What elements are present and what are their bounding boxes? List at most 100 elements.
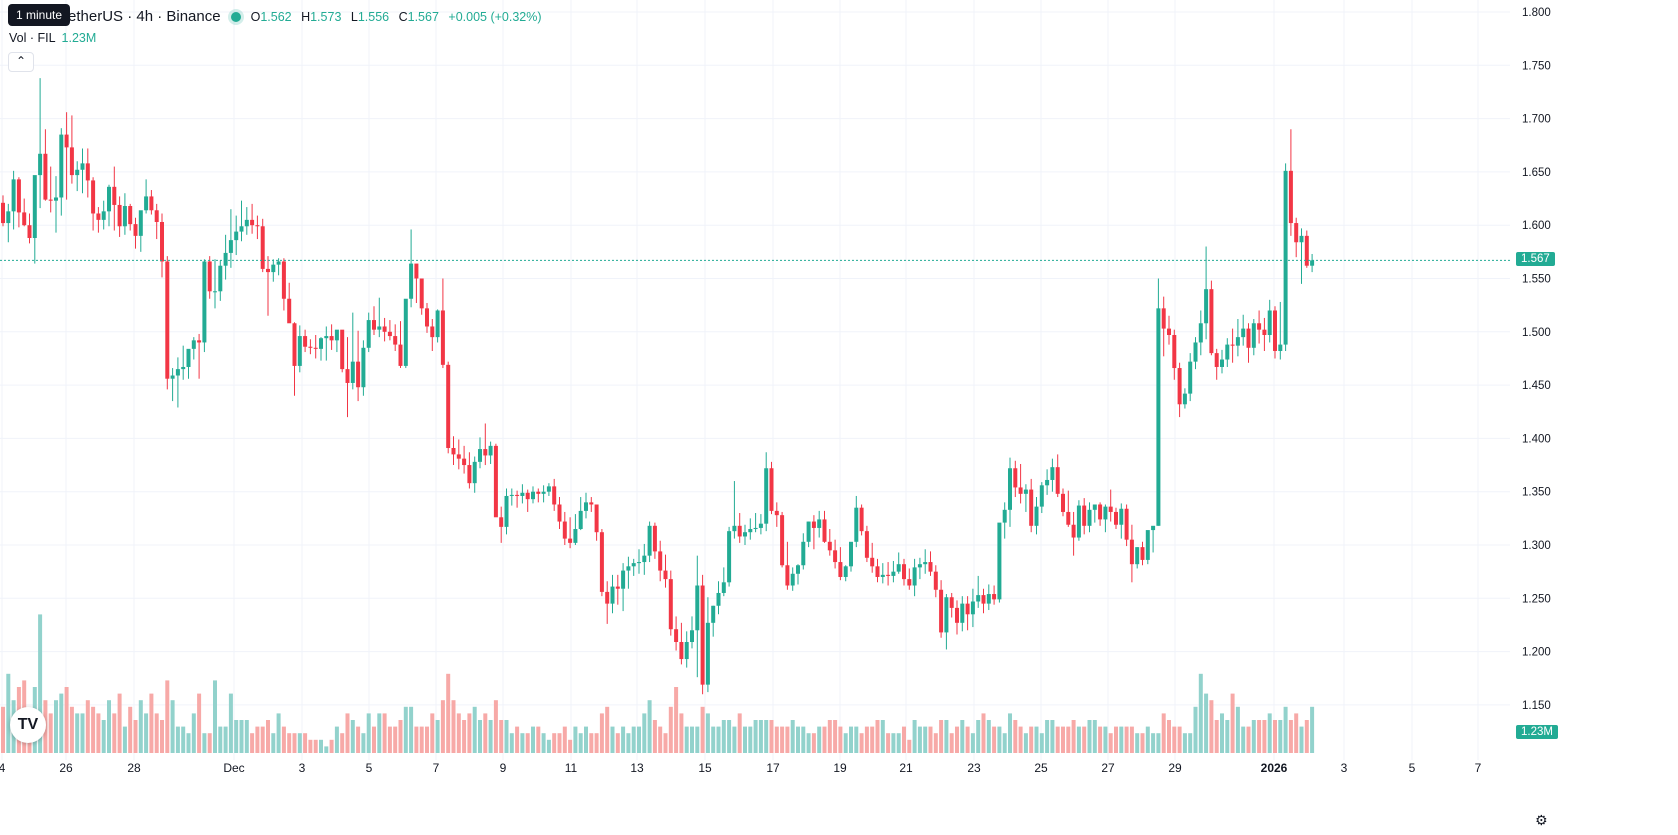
candle-body xyxy=(801,541,806,566)
candle-body xyxy=(780,515,785,566)
candle-body xyxy=(923,562,928,565)
volume-bar xyxy=(1092,720,1097,753)
candle-body xyxy=(737,525,742,537)
candle-body xyxy=(944,597,949,633)
volume-bar xyxy=(774,726,779,753)
candle-body xyxy=(54,197,58,201)
candle-body xyxy=(859,507,864,532)
volume-bar xyxy=(228,693,233,753)
candle-body xyxy=(1050,467,1055,480)
gear-icon[interactable]: ⚙ xyxy=(1535,812,1548,828)
volume-bar xyxy=(499,720,504,753)
collapse-legend-button[interactable]: ⌃ xyxy=(8,52,34,72)
open-value: 1.562 xyxy=(260,9,292,24)
candle-body xyxy=(933,571,938,590)
candle-body xyxy=(843,566,848,577)
candle-body xyxy=(875,566,880,577)
candle-body xyxy=(1039,485,1044,507)
volume-bar xyxy=(191,713,196,753)
volume-bar xyxy=(896,733,901,753)
volume-bar xyxy=(737,713,742,753)
candle-body xyxy=(642,555,647,563)
candle-body xyxy=(1262,329,1267,335)
candle-body xyxy=(313,347,318,349)
candle-body xyxy=(478,449,482,462)
candle-body xyxy=(266,268,270,273)
volume-bar xyxy=(584,726,588,753)
volume-bar xyxy=(276,713,281,753)
candle-body xyxy=(32,175,37,238)
candle-body xyxy=(584,502,588,511)
volume-bar xyxy=(419,726,424,753)
candle-body xyxy=(552,486,557,505)
candle-body xyxy=(80,163,85,170)
candle-body xyxy=(1214,353,1219,367)
volume-bar xyxy=(981,713,986,753)
candle-body xyxy=(594,504,599,533)
volume-bar xyxy=(223,726,228,753)
candle-body xyxy=(398,344,403,366)
candle-body xyxy=(393,336,398,345)
price-tick-label: 1.600 xyxy=(1522,220,1551,232)
candle-body xyxy=(361,347,366,388)
candle-body xyxy=(11,179,16,212)
volume-bar xyxy=(504,720,509,753)
candle-body xyxy=(345,369,350,383)
candle-body xyxy=(1235,337,1240,346)
volume-bar xyxy=(1,706,5,753)
candle-body xyxy=(1209,289,1214,354)
volume-bar xyxy=(372,726,376,753)
volume-bar xyxy=(170,700,175,753)
volume-bar xyxy=(59,693,64,753)
candle-body xyxy=(727,531,732,583)
candle-body xyxy=(1167,328,1171,335)
volume-bar xyxy=(1188,733,1193,753)
candle-body xyxy=(366,320,371,348)
candle-body xyxy=(38,153,43,176)
volume-bars xyxy=(1,614,1315,753)
candle-body xyxy=(1140,547,1145,560)
ohlc-values: O1.562 H1.573 L1.556 C1.567 +0.005 (+0.3… xyxy=(251,10,548,24)
volume-bar xyxy=(875,720,880,753)
candle-body xyxy=(626,566,631,571)
volume-bar xyxy=(838,726,843,753)
tradingview-logo[interactable]: TV xyxy=(10,707,46,743)
volume-bar xyxy=(562,726,567,753)
volume-bar xyxy=(1071,720,1076,753)
volume-bar xyxy=(1129,726,1134,753)
candle-body xyxy=(43,153,48,200)
candle-body xyxy=(1145,530,1150,560)
price-tick-label: 1.650 xyxy=(1522,167,1551,179)
candle-body xyxy=(541,491,546,494)
last-price-tag: 1.567 xyxy=(1516,252,1555,267)
candle-body xyxy=(107,186,111,212)
candle-body xyxy=(435,310,440,338)
symbol-title[interactable]: etherUS · 4h · Binance xyxy=(68,8,221,25)
volume-bar xyxy=(319,739,323,753)
candle-body xyxy=(440,310,445,365)
candle-body xyxy=(1225,344,1230,360)
time-tick-label: 15 xyxy=(698,761,712,775)
volume-bar xyxy=(1066,726,1071,753)
volume-bar xyxy=(1294,713,1299,753)
volume-bar xyxy=(1283,706,1288,753)
volume-bar xyxy=(515,726,520,753)
close-key: C xyxy=(398,9,408,24)
volume-bar xyxy=(695,726,700,753)
volume-bar xyxy=(955,726,959,753)
volume-bar xyxy=(642,713,647,753)
candle-body xyxy=(748,529,753,533)
candle-body xyxy=(186,348,191,367)
candle-body xyxy=(1246,328,1251,348)
candle-body xyxy=(202,261,207,343)
volume-bar xyxy=(154,713,159,753)
candle-body xyxy=(981,595,986,604)
candle-body xyxy=(1310,260,1315,266)
candle-body xyxy=(91,180,96,214)
candle-body xyxy=(133,224,138,236)
candle-body xyxy=(605,591,610,604)
candle-body xyxy=(1076,505,1081,538)
volume-bar xyxy=(748,726,753,753)
change-value: +0.005 (+0.32%) xyxy=(448,9,542,24)
